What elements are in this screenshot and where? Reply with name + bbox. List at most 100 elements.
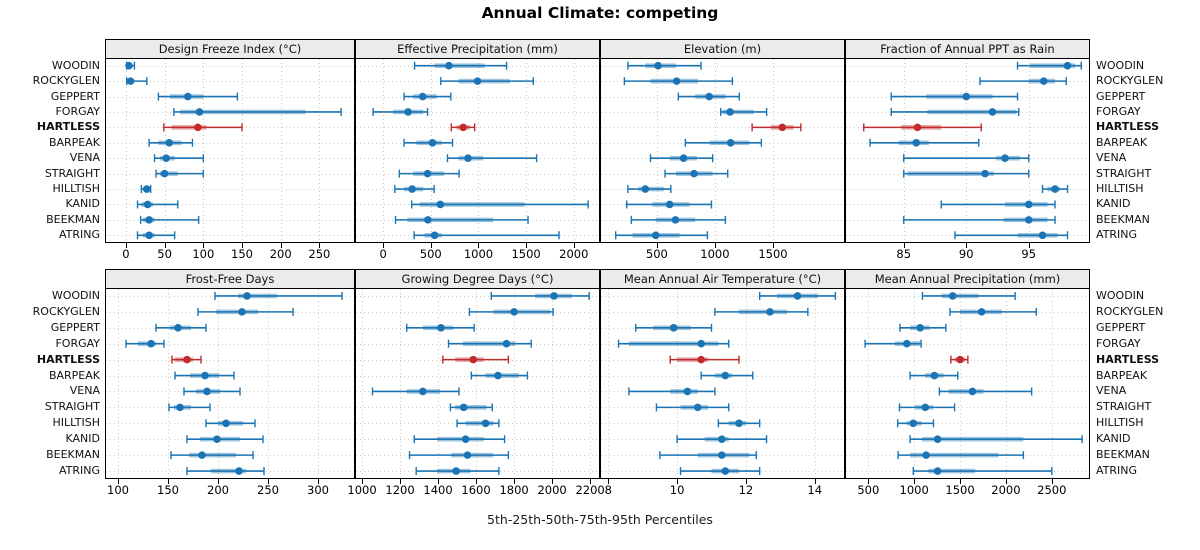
interval-forgay [447,339,532,348]
tick-label-effective-precipitation-mm: 0 [379,247,387,261]
station-label-left-beekman: BEEKMAN [46,212,100,226]
interval-atring [614,231,709,240]
station-label-right-barpeak: BARPEAK [1096,135,1148,149]
tick-label-effective-precipitation-mm: 500 [419,247,442,261]
station-label-left-straight: STRAIGHT [44,166,100,180]
median-dot [672,77,681,85]
median-dot [183,355,191,364]
panel-frame [355,288,600,479]
panel-frame [105,288,355,479]
median-dot [142,185,151,193]
strip-frost-free-days: Frost-Free Days [105,269,355,288]
station-label-left-geppert: GEPPERT [50,89,100,103]
station-label-left-hartless: HARTLESS [36,352,100,366]
interval-kanid [676,435,768,444]
station-label-right-vena: VENA [1096,384,1127,398]
station-label-left-beekman: BEEKMAN [46,448,100,462]
median-dot [1063,61,1072,70]
interval-geppert [890,92,1019,101]
strip-growing-degree-days-c: Growing Degree Days (°C) [355,269,600,288]
median-dot [962,92,971,101]
interval-atring [413,231,560,240]
tick-label-elevation-m: 1000 [700,247,730,261]
tick-label-mean-annual-precipitation-mm: 1000 [899,483,929,497]
interval-straight [155,169,204,178]
interval-forgay [864,339,922,348]
station-label-left-woodin: WOODIN [51,58,100,72]
interval-hartless [171,355,202,364]
median-dot [683,387,692,396]
median-dot [718,435,726,444]
median-dot [502,339,511,348]
station-label-right-straight: STRAIGHT [1096,166,1152,180]
tick-label-frost-free-days: 300 [307,483,329,497]
station-label-right-kanid: KANID [1096,197,1131,211]
interval-straight [898,403,956,412]
strip-mean-annual-air-temperature-c: Mean Annual Air Temperature (°C) [600,269,845,288]
panel-frame [600,288,845,479]
station-label-right-hartless: HARTLESS [1096,120,1160,134]
median-dot [461,435,470,444]
panel-frost-free-days [105,288,355,484]
interval-geppert [899,323,947,332]
interval-beekman [139,215,200,224]
interval-woodin [758,291,837,300]
station-label-right-hilltish: HILLTISH [1096,182,1144,196]
interval-beekman [659,451,757,460]
median-dot [735,419,743,428]
median-dot [654,61,662,70]
panel-frame [845,288,1090,479]
interval-rockyglen [714,307,809,316]
interval-beekman [170,451,254,460]
median-dot [1051,185,1059,193]
interval-rockyglen [949,307,1037,316]
station-label-left-kanid: KANID [65,432,101,446]
interval-atring [415,467,500,476]
interval-beekman [897,451,1025,460]
median-dot [404,108,412,116]
tick-label-fraction-of-annual-ppt-as-rain: 95 [1021,247,1037,261]
median-dot [956,355,964,364]
interval-woodin [214,291,343,300]
station-label-left-hartless: HARTLESS [36,120,100,134]
median-dot [778,123,787,132]
median-dot [690,169,698,178]
interval-barpeak [470,371,529,380]
interval-barpeak [869,138,980,147]
tick-label-mean-annual-air-temperature-c: 14 [807,483,823,497]
median-dot [481,419,490,428]
median-dot [445,61,453,70]
median-dot [125,61,133,70]
tick-label-growing-degree-days-c: 2200 [575,483,605,497]
interval-woodin [1016,61,1082,70]
interval-rockyglen [440,77,534,86]
interval-forgay [890,107,1020,116]
interval-forgay [173,107,342,116]
median-dot [243,292,251,300]
interval-hartless [669,355,740,364]
median-dot [469,355,478,364]
tick-label-design-freeze-index-c: 0 [122,247,130,261]
median-dot [463,451,472,459]
tick-label-mean-annual-precipitation-mm: 2000 [991,483,1021,497]
tick-label-elevation-m: 500 [645,247,668,261]
median-dot [222,419,230,428]
interval-straight [655,403,730,412]
panel-frame [845,58,1090,243]
interval-barpeak [684,138,763,147]
median-dot [1039,77,1048,85]
tick-label-growing-degree-days-c: 1800 [499,483,529,497]
interval-vena [371,387,460,396]
interval-hartless [163,123,243,132]
tick-label-frost-free-days: 200 [207,483,229,497]
tick-label-growing-degree-days-c: 1600 [461,483,491,497]
station-label-left-rockyglen: ROCKYGLEN [32,74,100,88]
interval-straight [903,169,1030,178]
panel-fraction-of-annual-ppt-as-rain [845,58,1090,248]
median-dot [948,292,957,300]
interval-forgay [617,339,730,348]
panel-frame [355,58,600,243]
interval-rockyglen [979,77,1067,86]
interval-kanid [626,200,713,209]
